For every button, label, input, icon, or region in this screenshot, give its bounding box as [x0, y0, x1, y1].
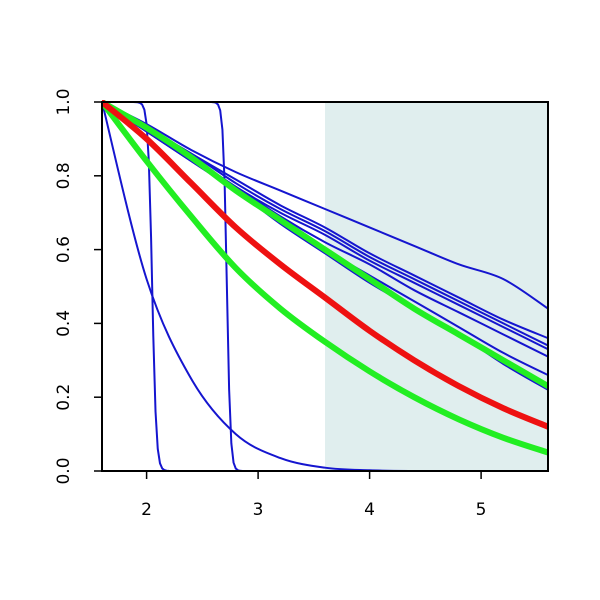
plot-frame [101, 101, 549, 472]
x-tick-label-4: 4 [364, 500, 375, 520]
axis-layer: 2 3 4 5 0.0 0.2 0.4 0.6 0.8 1.0 [54, 88, 549, 520]
series-line-12 [102, 100, 548, 456]
x-tick-label-3: 3 [253, 500, 264, 520]
y-tick-label-0.8: 0.8 [54, 162, 74, 189]
y-tick-label-0: 0.0 [54, 457, 74, 484]
y-tick-label-1: 1.0 [54, 88, 74, 115]
y-tick-label-0.2: 0.2 [54, 384, 74, 411]
series-line-11 [102, 100, 548, 390]
x-tick-label-2: 2 [141, 500, 152, 520]
x-tick-label-5: 5 [476, 500, 487, 520]
y-tick-label-0.6: 0.6 [54, 236, 74, 263]
series-line-1 [102, 101, 548, 310]
y-tick-label-0.4: 0.4 [54, 310, 74, 337]
series-layer [102, 100, 548, 471]
series-line-13 [102, 100, 548, 430]
